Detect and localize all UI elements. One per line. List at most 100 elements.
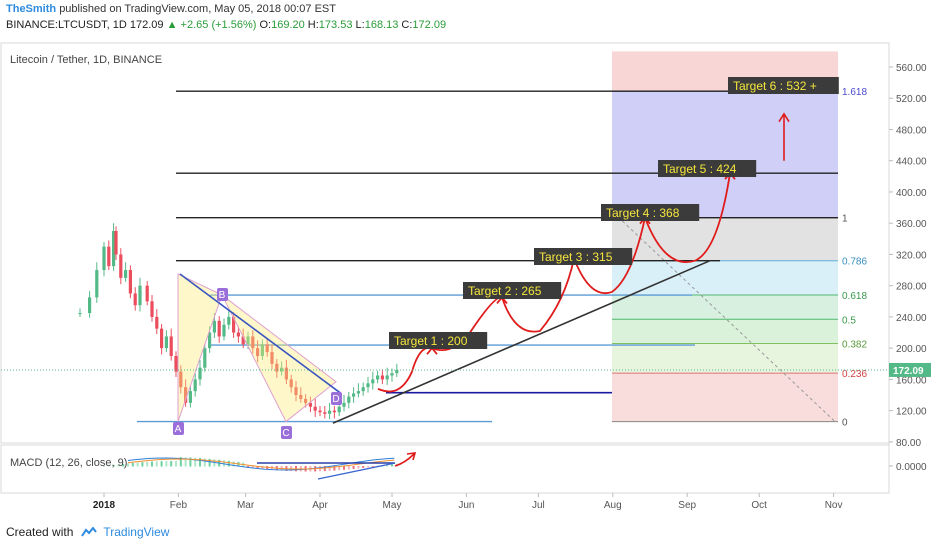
macd-histogram-bar: [194, 457, 197, 467]
macd-histogram-bar: [199, 458, 201, 467]
created-with-text: Created with: [6, 525, 74, 539]
publish-text: published on TradingView.com, May 05, 20…: [59, 3, 336, 15]
open-label: O:: [259, 19, 272, 31]
fib-level-label: 0.5: [842, 315, 856, 326]
y-tick-label: 160.00: [896, 375, 927, 386]
target-label-bg: [658, 160, 757, 177]
macd-histogram-bar: [127, 463, 129, 467]
macd-histogram-bar: [338, 466, 341, 471]
x-tick-label: Jun: [458, 500, 474, 511]
footer: Created with TradingView: [6, 525, 169, 539]
candle-body: [227, 316, 231, 325]
macd-histogram-bar: [223, 460, 225, 467]
macd-histogram-bar: [367, 466, 369, 468]
macd-histogram-bar: [146, 461, 149, 467]
macd-histogram-bar: [352, 466, 355, 469]
y-tick-label: 360.00: [896, 219, 927, 230]
candle-body: [222, 324, 226, 337]
candle-body: [169, 336, 173, 356]
target-labels: Target 1 : 200 Target 2 : 265 Target 3 : 3…: [389, 77, 839, 349]
y-tick-label: 480.00: [896, 125, 927, 136]
macd-arrow: [394, 453, 415, 467]
y-tick-label: 400.00: [896, 188, 927, 199]
candle-body: [150, 301, 154, 317]
candle-body: [124, 270, 128, 278]
candle-body: [342, 402, 346, 407]
tradingview-brand[interactable]: TradingView: [103, 525, 170, 539]
macd-pane-frame: [0, 444, 890, 494]
target-label-bg: [463, 282, 562, 299]
macd-histogram-bar: [371, 466, 374, 467]
macd-trendline: [317, 462, 396, 480]
macd-histogram-bar: [347, 466, 350, 470]
candle-body: [155, 316, 159, 329]
candle-body: [337, 406, 341, 413]
macd-histogram-bar: [208, 458, 211, 467]
candle-body: [356, 391, 360, 394]
target-label: Target 4 : 368: [606, 206, 680, 220]
fib-bands: 1.618 1 0.786 0.618 0.5 0.382 0.236 0: [612, 51, 867, 429]
candle-body: [241, 336, 245, 345]
macd-histogram-bar: [141, 462, 144, 467]
macd-histogram-bar: [112, 464, 115, 467]
candle-body: [193, 379, 197, 392]
close-label: C:: [401, 19, 413, 31]
fib-level-label: 1.618: [842, 87, 867, 98]
y-tick-label: 240.00: [896, 313, 927, 324]
macd-histogram-bar: [333, 466, 336, 471]
pattern-point-label: C: [282, 428, 289, 439]
x-tick-label: 2018: [93, 500, 116, 511]
candle-body: [299, 395, 303, 399]
target-label: Target 1 : 200: [394, 334, 468, 348]
macd-histogram-bar: [227, 460, 230, 467]
macd-title: MACD (12, 26, close, 9): [10, 457, 127, 469]
pattern-point-badge: [173, 422, 184, 435]
candle-body: [304, 398, 308, 403]
candle-body: [376, 375, 380, 380]
candle-body: [395, 370, 399, 374]
macd-histogram-bar: [261, 466, 264, 470]
tradingview-logo-icon: [81, 527, 98, 537]
candle-body: [203, 348, 207, 368]
macd-histogram-bar: [189, 457, 192, 467]
pattern-point-label: D: [332, 394, 339, 405]
candle-body: [289, 379, 293, 388]
candle-body: [179, 371, 183, 388]
y-tick-label: 520.00: [896, 94, 927, 105]
pattern-point-badge: [331, 392, 342, 405]
last-price-tag-label: 172.09: [893, 366, 924, 377]
macd-histogram-bar: [357, 466, 360, 469]
fib-level-label: 1: [842, 214, 848, 225]
target-label-bg: [601, 204, 700, 221]
candle-body: [256, 348, 260, 356]
author-name[interactable]: TheSmith: [6, 3, 57, 15]
candle-body: [385, 375, 389, 380]
macd-histogram-bar: [107, 465, 110, 467]
macd-histogram-bar: [155, 461, 158, 467]
pattern-point-badge: [217, 288, 228, 301]
macd-histogram-bar: [122, 463, 125, 467]
macd-histogram-bar: [391, 464, 393, 467]
macd-histogram-bar: [117, 464, 120, 467]
candle-body: [366, 383, 370, 388]
candle-body: [352, 393, 356, 397]
macd-histogram-bar: [251, 466, 254, 468]
x-tick-label: Apr: [312, 500, 328, 511]
candle-body: [270, 352, 274, 364]
candle-body: [208, 332, 212, 349]
y-axis: 560.00 520.00 480.00 440.00 400.00 360.00 320.…: [1, 63, 931, 449]
candle-body: [371, 379, 375, 384]
arrow-head: [406, 452, 417, 461]
y-tick-label: 200.00: [896, 344, 927, 355]
symbol-bar: BINANCE:LTCUSDT, 1D 172.09 ▲ +2.65 (+1.5…: [6, 19, 446, 31]
candle-body: [160, 328, 164, 349]
candle-body: [119, 254, 123, 278]
candle-body: [88, 297, 92, 314]
symbol: BINANCE:LTCUSDT, 1D: [6, 19, 127, 31]
macd-histogram-bar: [160, 461, 163, 467]
macd-histogram-bar: [175, 461, 177, 467]
candle-body: [112, 231, 116, 267]
candle-body: [184, 387, 188, 403]
macd-histogram-bar: [131, 462, 134, 467]
